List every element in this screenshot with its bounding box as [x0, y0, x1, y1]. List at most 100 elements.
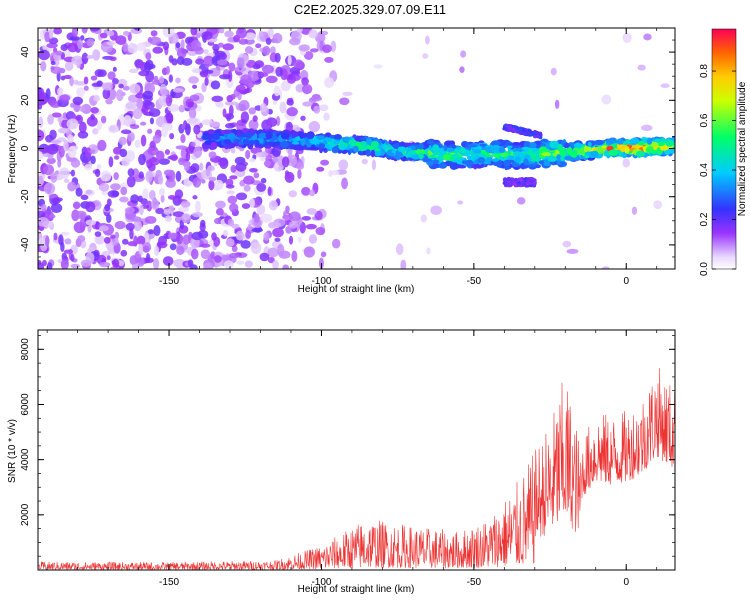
noise-cell	[44, 31, 50, 43]
noise-cell	[99, 225, 109, 232]
snr-series-line	[38, 368, 675, 570]
noise-cell	[81, 103, 92, 115]
noise-cell	[41, 259, 47, 267]
noise-cell	[255, 43, 262, 49]
noise-cell	[660, 83, 670, 88]
noise-cell	[53, 59, 60, 67]
ridge-cell	[301, 133, 307, 138]
noise-cell	[50, 60, 56, 66]
ridge-cell	[446, 147, 454, 152]
noise-cell	[121, 157, 131, 167]
noise-cell	[273, 85, 281, 97]
ridge-cell	[518, 131, 523, 135]
noise-cell	[85, 201, 96, 213]
ridge-cell	[521, 146, 530, 150]
noise-cell	[144, 216, 157, 224]
noise-cell	[200, 249, 211, 260]
ridge-cell	[616, 138, 624, 145]
ridge-cell	[423, 158, 432, 162]
noise-cell	[48, 28, 54, 40]
ridge-cell	[541, 152, 551, 157]
noise-cell	[46, 42, 58, 49]
noise-cell	[203, 262, 213, 269]
ridge-cell	[512, 142, 522, 146]
noise-cell	[643, 33, 652, 41]
noise-cell	[95, 221, 100, 230]
ridge-cell	[547, 156, 558, 162]
noise-cell	[308, 234, 318, 244]
noise-cell	[75, 87, 85, 97]
noise-cell	[230, 147, 236, 154]
noise-cell	[286, 97, 294, 103]
ridge-cell	[223, 139, 231, 145]
noise-cell	[302, 101, 313, 107]
noise-cell	[182, 160, 191, 168]
noise-cell	[108, 156, 114, 168]
ridge-cell	[300, 138, 306, 146]
noise-cell	[199, 243, 211, 248]
noise-cell	[187, 259, 194, 267]
snr-frame	[37, 329, 676, 571]
noise-cell	[180, 39, 185, 50]
ridge-cell	[515, 129, 520, 134]
noise-cell	[187, 101, 194, 108]
ridge-cell	[473, 149, 482, 154]
ridge-cell	[322, 139, 328, 145]
ridge-cell	[332, 140, 340, 145]
noise-cell	[146, 200, 153, 212]
noise-cell	[270, 221, 282, 228]
noise-cell	[288, 235, 294, 245]
noise-cell	[426, 247, 431, 255]
noise-cell	[631, 206, 638, 215]
noise-cell	[108, 124, 120, 134]
ridge-cell	[370, 140, 379, 149]
ridge-cell	[397, 146, 407, 153]
noise-cell	[94, 168, 101, 178]
ridge-cell	[493, 162, 500, 167]
noise-cell	[641, 124, 653, 132]
spectrogram-ytick-label: 40	[20, 46, 31, 58]
noise-cell	[138, 171, 144, 179]
noise-cell	[77, 130, 89, 139]
noise-cell	[158, 76, 165, 84]
noise-cell	[90, 75, 98, 81]
noise-cell	[128, 68, 139, 74]
ridge-cell	[457, 164, 467, 169]
ridge-cell	[325, 137, 333, 142]
noise-cell	[122, 30, 130, 36]
noise-cell	[94, 69, 104, 78]
ridge-cell	[222, 129, 232, 134]
noise-cell	[96, 120, 102, 131]
ridge-cell	[567, 146, 573, 155]
ridge-cell	[479, 143, 487, 147]
ridge-cell	[240, 133, 246, 138]
noise-cell	[208, 179, 215, 191]
noise-cell	[175, 145, 188, 150]
noise-cell	[83, 76, 89, 85]
noise-cell	[38, 116, 44, 128]
noise-cell	[112, 66, 117, 72]
noise-cell	[254, 60, 265, 68]
ridge-cell	[352, 145, 359, 153]
noise-cell	[99, 32, 108, 39]
noise-cell	[253, 172, 260, 179]
noise-cell	[324, 77, 335, 88]
snr-xtick-label: -50	[467, 577, 482, 588]
ridge-cell	[331, 146, 339, 154]
noise-cell	[40, 61, 47, 72]
noise-cell	[199, 162, 204, 171]
noise-cell	[235, 84, 246, 93]
noise-cell	[72, 96, 84, 106]
ridge-cell	[498, 147, 506, 153]
noise-cell	[223, 260, 234, 269]
noise-cell	[134, 139, 141, 148]
noise-cell	[71, 28, 79, 38]
noise-cell	[97, 139, 107, 152]
noise-cell	[185, 151, 191, 162]
noise-cell	[38, 49, 50, 61]
noise-cell	[72, 201, 81, 210]
ridge-cell	[559, 161, 566, 166]
ridge-cell	[438, 162, 448, 169]
noise-cell	[289, 66, 301, 75]
ridge-cell	[637, 140, 645, 146]
